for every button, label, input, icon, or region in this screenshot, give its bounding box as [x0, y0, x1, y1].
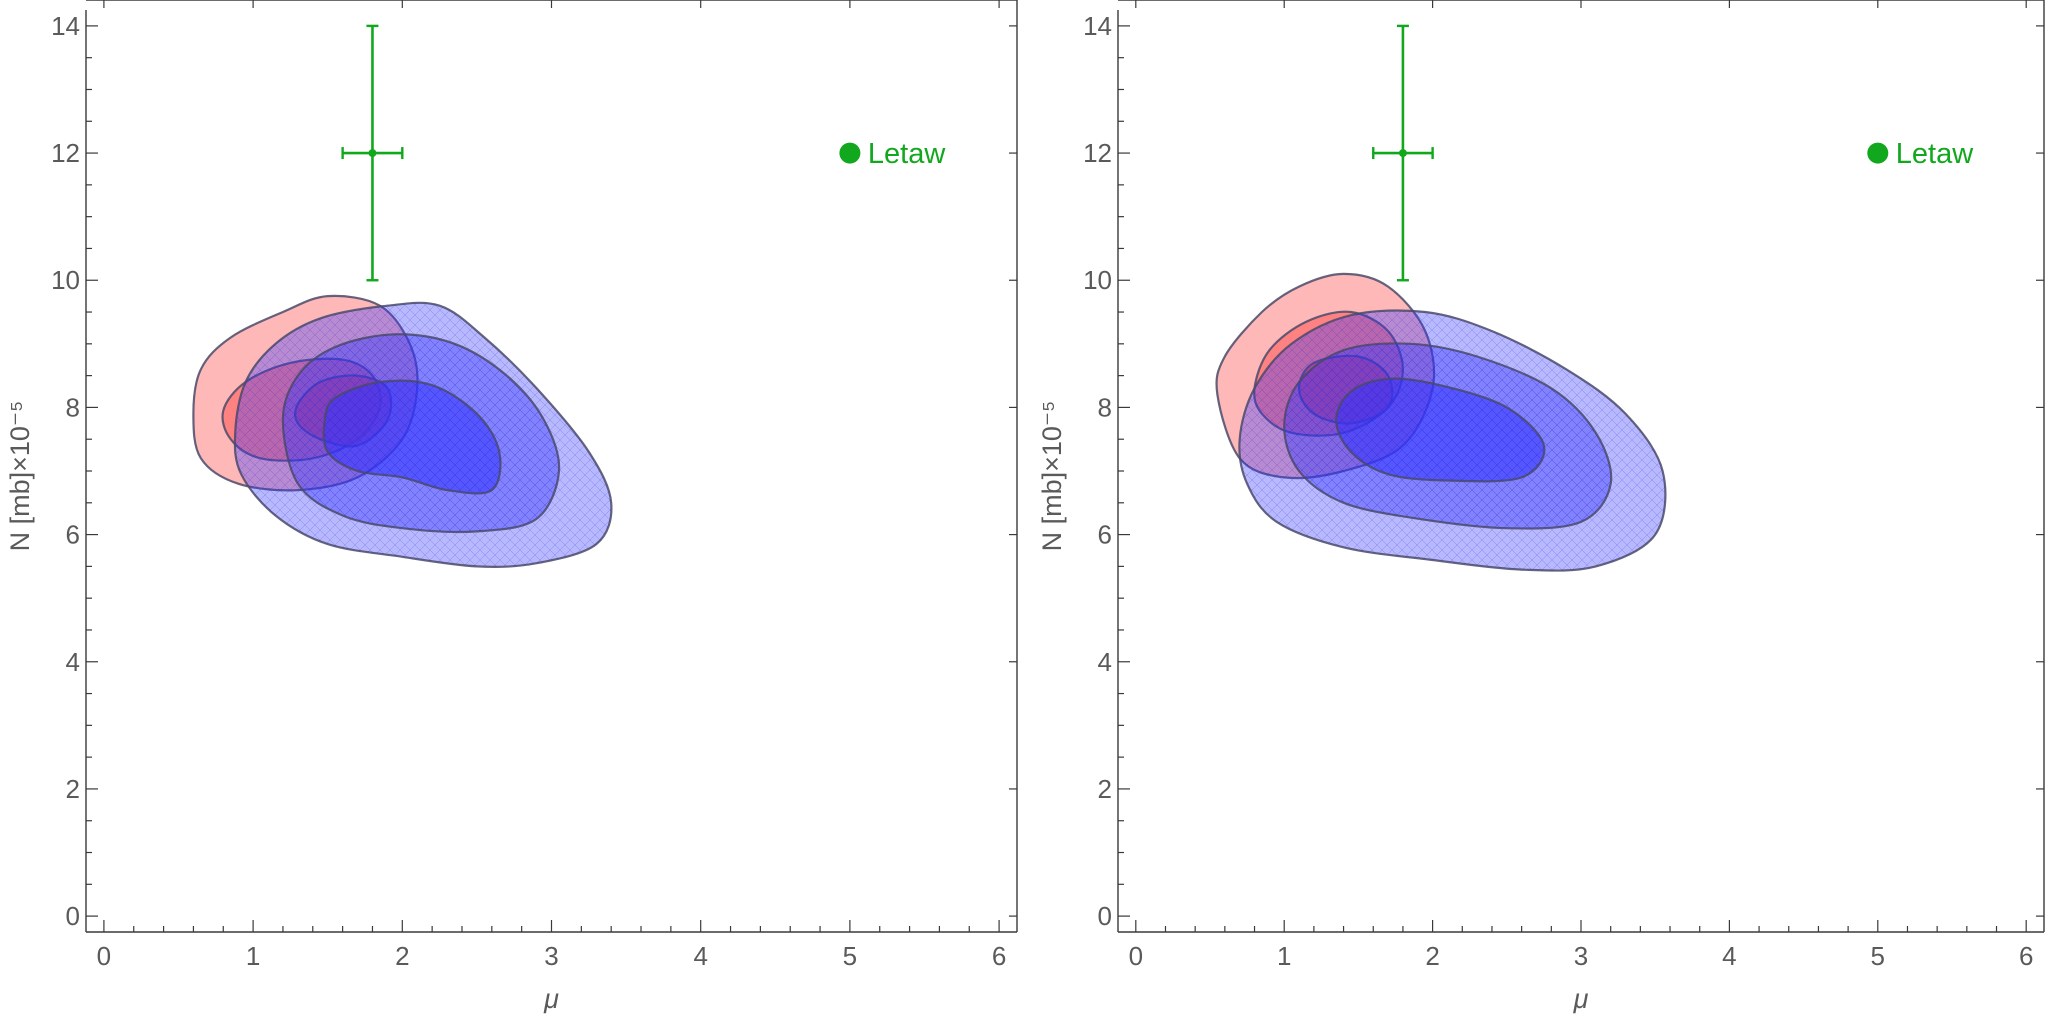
- y-tick-label: 14: [1083, 11, 1112, 41]
- y-tick-label: 12: [51, 138, 80, 168]
- x-tick-label: 0: [1129, 941, 1143, 971]
- y-tick-label: 8: [66, 392, 80, 422]
- y-tick-label: 12: [1083, 138, 1112, 168]
- x-axis-title: μ: [1573, 984, 1589, 1014]
- y-tick-label: 6: [66, 520, 80, 550]
- x-tick-label: 5: [843, 941, 857, 971]
- y-tick-label: 14: [51, 11, 80, 41]
- letaw-data-point: [368, 149, 377, 158]
- y-tick-label: 4: [66, 647, 80, 677]
- y-tick-label: 10: [1083, 265, 1112, 295]
- y-tick-label: 10: [51, 265, 80, 295]
- y-tick-label: 8: [1098, 392, 1112, 422]
- y-tick-label: 0: [66, 901, 80, 931]
- x-axis-title: μ: [543, 984, 559, 1014]
- legend-marker-letaw: [839, 142, 861, 164]
- x-tick-label: 4: [1722, 941, 1736, 971]
- contour-hatch-blue-level-1: [323, 380, 501, 494]
- y-axis-title: N [mb]×10⁻⁵: [5, 401, 35, 552]
- y-tick-label: 2: [66, 774, 80, 804]
- contour-panel-left: 0 1 2 3 4 5 6 0 2 4 6 8 10 12 14 μ N [mb]×10⁻⁵ Letaw: [5, 0, 1018, 1014]
- x-tick-label: 6: [992, 941, 1006, 971]
- x-tick-label: 4: [693, 941, 707, 971]
- y-tick-label: 2: [1098, 774, 1112, 804]
- contour-hatch-blue-level-1: [1336, 378, 1545, 482]
- letaw-data-point: [1398, 149, 1407, 158]
- x-tick-label: 5: [1871, 941, 1885, 971]
- contour-panel-right: 0 1 2 3 4 5 6 0 2 4 6 8 10 12 14 μ N [mb]×10⁻⁵ Letaw: [1032, 0, 2050, 1016]
- x-tick-label: 3: [1574, 941, 1588, 971]
- y-tick-label: 4: [1098, 647, 1112, 677]
- legend-label-letaw: Letaw: [868, 138, 946, 170]
- y-tick-label: 6: [1098, 520, 1112, 550]
- x-tick-label: 6: [2019, 941, 2033, 971]
- x-tick-label: 0: [97, 941, 111, 971]
- x-tick-label: 1: [246, 941, 260, 971]
- x-tick-label: 1: [1277, 941, 1291, 971]
- y-axis-title: N [mb]×10⁻⁵: [1037, 401, 1067, 552]
- legend-marker-letaw: [1867, 142, 1889, 164]
- x-tick-label: 3: [544, 941, 558, 971]
- x-tick-label: 2: [1425, 941, 1439, 971]
- y-tick-label: 0: [1098, 901, 1112, 931]
- legend-label-letaw: Letaw: [1896, 138, 1974, 170]
- x-tick-label: 2: [395, 941, 409, 971]
